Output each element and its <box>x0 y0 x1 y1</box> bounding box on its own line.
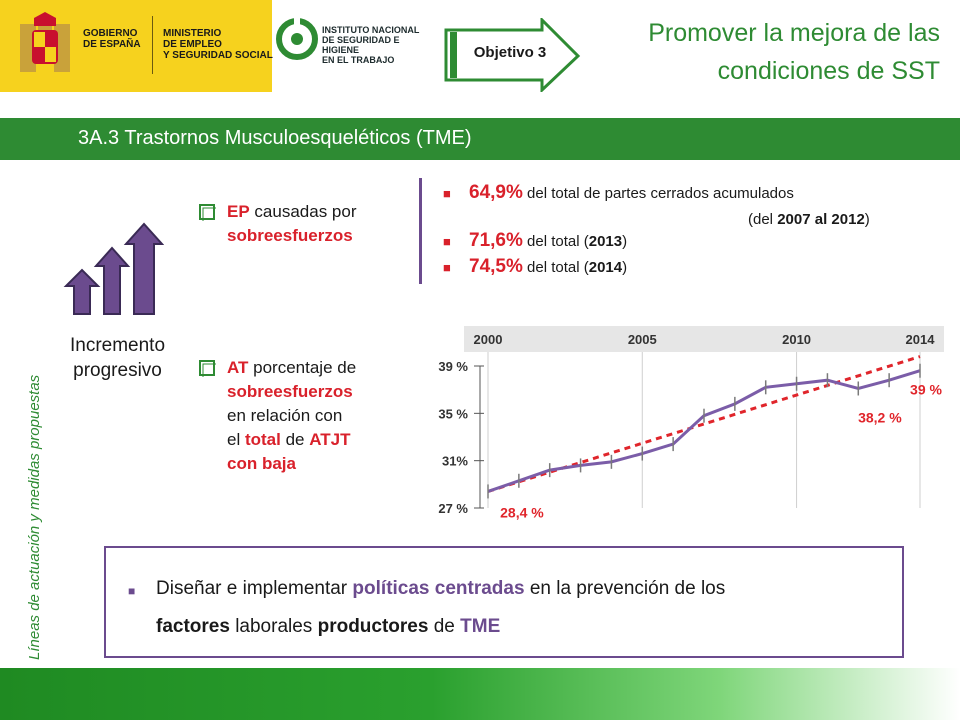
ministerio-line3: Y SEGURIDAD SOCIAL <box>163 50 273 61</box>
ministerio-text: MINISTERIO DE EMPLEO Y SEGURIDAD SOCIAL <box>163 28 273 61</box>
section-band <box>0 118 960 160</box>
incremento-label: Incremento progresivo <box>55 333 180 383</box>
insht-line2: DE SEGURIDAD E HIGIENE <box>322 35 400 55</box>
stat-2007-2012: ■ 64,9% del total de partes cerrados acu… <box>443 182 794 204</box>
stat1-close: ) <box>864 211 870 228</box>
stat-2014: ■ 74,5% del total (2014) <box>443 256 628 278</box>
ep-label: EP <box>227 202 250 221</box>
data-label: 38,2 % <box>858 409 902 425</box>
incremento-line1: Incremento <box>69 335 166 356</box>
proposal-text: Diseñar e implementar políticas centrada… <box>156 570 886 646</box>
insht-text: INSTITUTO NACIONAL DE SEGURIDAD E HIGIEN… <box>322 25 432 65</box>
logo-divider <box>152 16 153 74</box>
square-bullet-icon: ■ <box>443 260 451 275</box>
stats-divider <box>419 178 422 284</box>
stat1-open: (del <box>748 211 774 228</box>
series-line <box>487 369 921 493</box>
at-label: AT <box>227 358 249 377</box>
proposal-t8: TME <box>460 616 501 637</box>
stat2-pct: 71,6% <box>469 230 523 251</box>
at-block: AT porcentaje de sobreesfuerzos en relac… <box>198 356 408 476</box>
gobierno-line2: DE ESPAÑA <box>83 39 141 50</box>
proposal-box <box>104 546 904 658</box>
at-relacion: en relación con <box>227 406 343 425</box>
y-tick-label: 27 % <box>438 501 468 516</box>
objetivo-arrow-icon <box>444 18 581 92</box>
checkbox-bullet-icon <box>199 360 216 377</box>
ep-causadas: causadas por <box>254 202 357 221</box>
ep-sobre: sobreesfuerzos <box>227 226 353 245</box>
ministerio-line1: MINISTERIO <box>163 28 222 39</box>
at-atjt: ATJT <box>309 430 351 449</box>
insht-icon <box>276 18 318 60</box>
y-tick-label: 35 % <box>438 406 468 421</box>
proposal-t5: laborales <box>235 616 313 637</box>
stat1-al: al <box>814 211 828 228</box>
data-label: 39 % <box>910 382 942 398</box>
stat1-text: del total de partes cerrados acumulados <box>527 185 794 202</box>
x-tick-label: 2014 <box>906 332 936 347</box>
at-total: total <box>244 430 281 449</box>
gobierno-logo: GOBIERNO DE ESPAÑA MINISTERIO DE EMPLEO … <box>0 0 273 92</box>
coat-of-arms-icon <box>20 12 70 72</box>
proposal-t7: de <box>433 616 455 637</box>
insht-line3: EN EL TRABAJO <box>322 55 395 65</box>
stat2-close: ) <box>622 233 628 250</box>
square-bullet-icon: ■ <box>443 234 451 249</box>
side-label: Líneas de actuación y medidas propuestas <box>26 374 43 660</box>
data-label: 28,4 % <box>500 504 544 520</box>
stat3-pct: 74,5% <box>469 256 523 277</box>
title-line1: Promover la mejora de las <box>648 19 940 47</box>
chart-header-band <box>464 326 944 352</box>
stat3-year: 2014 <box>588 259 623 276</box>
stat1-from: 2007 <box>777 211 811 228</box>
proposal-t4: factores <box>156 616 230 637</box>
gobierno-text: GOBIERNO DE ESPAÑA <box>83 28 145 50</box>
footer-band <box>0 668 960 720</box>
at-text: AT porcentaje de sobreesfuerzos en relac… <box>198 356 408 476</box>
y-tick-label: 31% <box>442 454 468 469</box>
at-de: de <box>285 430 305 449</box>
at-el: el <box>227 430 241 449</box>
x-tick-label: 2000 <box>474 332 503 347</box>
ep-text: EP causadas por sobreesfuerzos <box>198 200 413 248</box>
stat3-text: del total ( <box>527 259 589 276</box>
proposal-t2: políticas centradas <box>352 578 525 599</box>
proposal-t6: productores <box>317 616 429 637</box>
square-bullet-icon: ■ <box>128 584 136 598</box>
ministerio-line2: DE EMPLEO <box>163 39 222 50</box>
at-sobre: sobreesfuerzos <box>227 382 353 401</box>
checkbox-bullet-icon <box>199 204 216 221</box>
section-title: 3A.3 Trastornos Musculoesqueléticos (TME… <box>78 127 472 149</box>
stat1-range: (del 2007 al 2012) <box>748 211 870 228</box>
gobierno-line1: GOBIERNO <box>83 28 138 39</box>
at-con-baja: con baja <box>227 454 296 473</box>
ep-block: EP causadas por sobreesfuerzos <box>198 200 413 248</box>
stat-2013: ■ 71,6% del total (2013) <box>443 230 628 252</box>
stat2-year: 2013 <box>588 233 623 250</box>
insht-logo <box>276 18 318 65</box>
proposal-t1: Diseñar e implementar <box>156 578 348 599</box>
at-porcentaje: porcentaje de <box>253 358 357 377</box>
trend-line <box>487 355 921 493</box>
x-tick-label: 2010 <box>782 332 811 347</box>
stat3-close: ) <box>622 259 628 276</box>
title-line2: condiciones de SST <box>717 57 940 85</box>
stat2-text: del total ( <box>527 233 589 250</box>
square-bullet-icon: ■ <box>443 186 451 201</box>
x-tick-label: 2005 <box>628 332 657 347</box>
proposal-t3: en la prevención de los <box>529 578 726 599</box>
objetivo-label: Objetivo 3 <box>473 44 547 61</box>
insht-line1: INSTITUTO NACIONAL <box>322 25 420 35</box>
stat1-to: 2012 <box>831 211 865 228</box>
page-title: Promover la mejora de las condiciones de… <box>600 14 940 90</box>
tme-chart: 2000 2005 2010 2014 27 % 31% 35 % 39 % 28,4 % 38,… <box>438 326 944 520</box>
rising-arrows-icon <box>63 222 164 315</box>
stat1-pct: 64,9% <box>469 182 523 203</box>
y-tick-label: 39 % <box>438 359 468 374</box>
incremento-line2: progresivo <box>73 360 162 381</box>
